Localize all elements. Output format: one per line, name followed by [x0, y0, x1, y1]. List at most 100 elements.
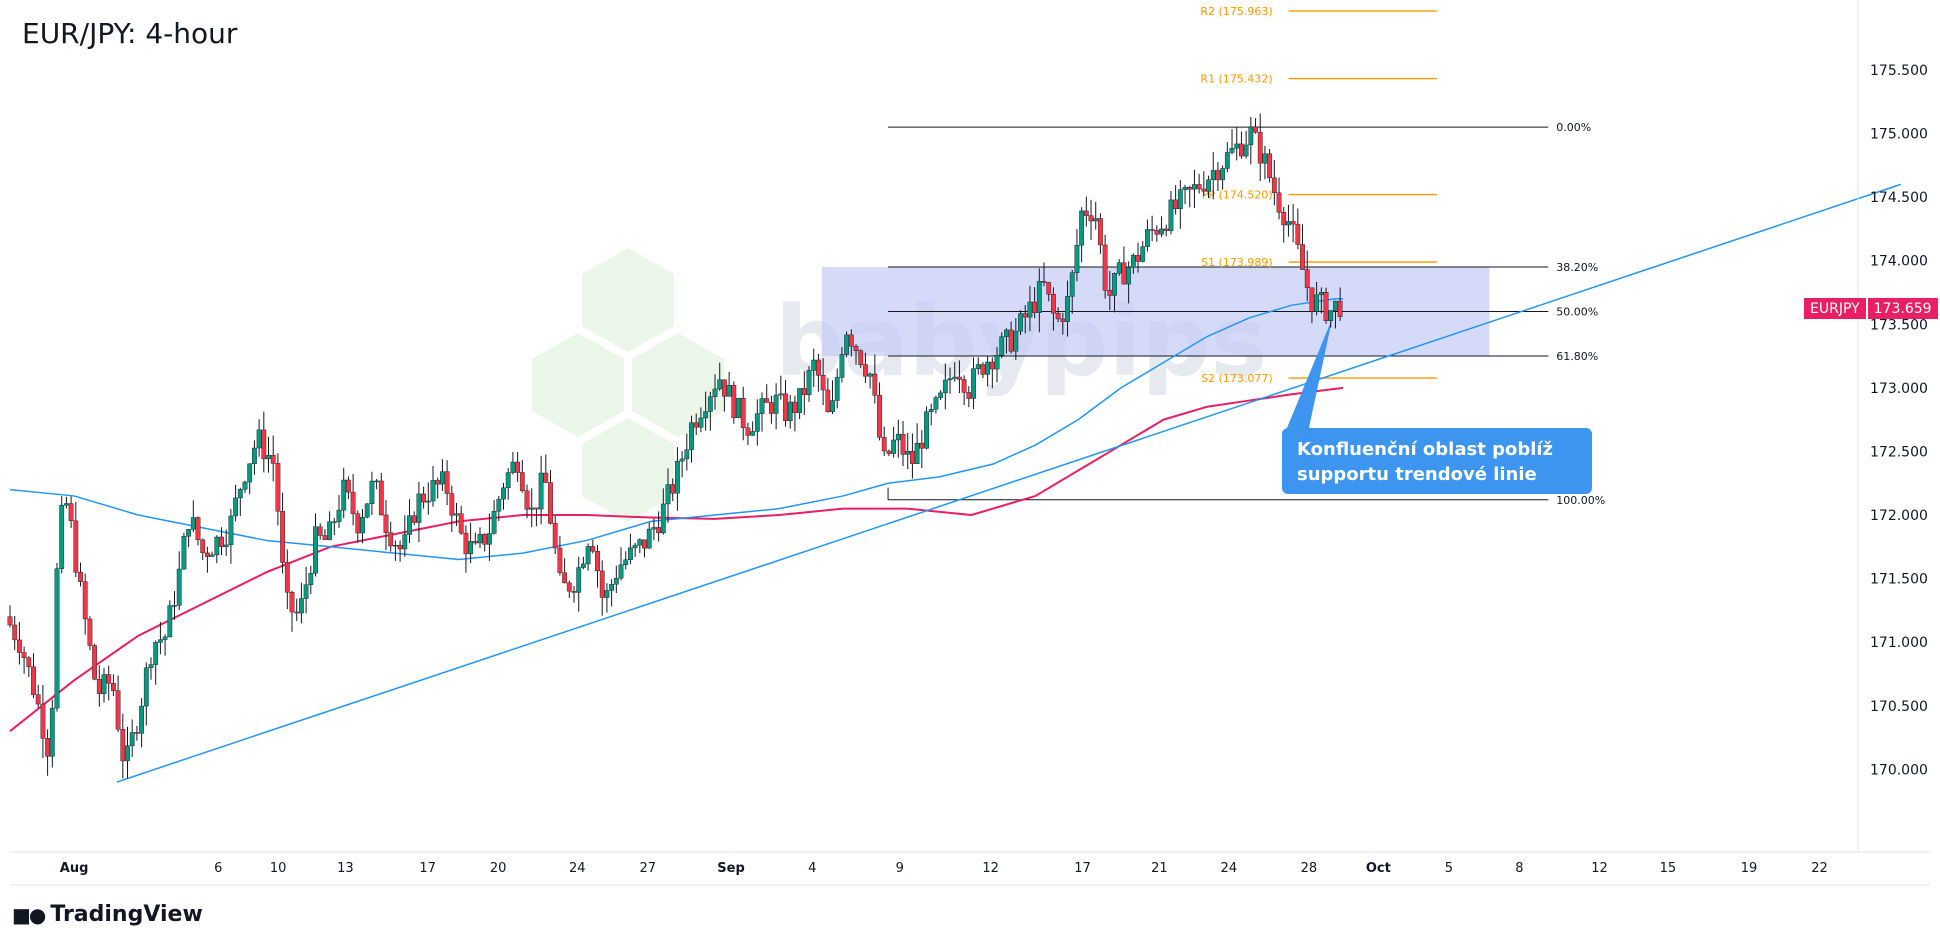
pivot-label: PP (174.520) — [1202, 189, 1273, 202]
candle-body — [877, 395, 882, 438]
candle-body — [341, 479, 347, 511]
candle-body — [416, 493, 422, 523]
candle-body — [101, 674, 107, 694]
candle-body — [68, 503, 74, 522]
candle-body — [1182, 186, 1188, 190]
candle-body — [1041, 281, 1047, 283]
x-tick-label: 10 — [270, 861, 287, 876]
pivot-label: S2 (173.077) — [1201, 372, 1273, 385]
axes: 170.000 170.500 171.000 171.500 172.000 172.5… — [10, 0, 1930, 886]
candle-body — [919, 442, 925, 449]
candle-body — [209, 554, 215, 557]
candle-body — [444, 471, 450, 494]
candle-body — [834, 377, 840, 401]
candle-body — [40, 703, 46, 739]
candle-body — [143, 667, 149, 707]
candle-body — [313, 526, 318, 574]
candle-body — [186, 529, 192, 537]
watermark-hex-icon — [532, 333, 624, 437]
candle-body — [1079, 210, 1085, 246]
candle-body — [496, 498, 502, 512]
candle-body — [266, 455, 271, 460]
candle-body — [562, 572, 568, 584]
candle-body — [1271, 177, 1277, 194]
pivot-label: S1 (173.989) — [1201, 256, 1273, 269]
y-tick-label: 173.500 — [1870, 317, 1928, 333]
candle-body — [872, 373, 878, 396]
x-tick-label: 17 — [1074, 861, 1091, 876]
current-price-label: 173.659 — [1867, 298, 1938, 319]
candle-body — [1323, 292, 1329, 321]
candle-body — [1107, 290, 1113, 296]
candle-body — [1229, 147, 1235, 153]
candle-body — [49, 707, 55, 757]
fib-level-label: 61.80% — [1556, 350, 1598, 363]
candle-body — [1257, 132, 1263, 164]
candle-body — [472, 541, 478, 544]
candle-body — [1300, 244, 1305, 270]
candle-body — [256, 429, 262, 449]
candle-body — [303, 584, 309, 599]
candle-body — [632, 544, 638, 549]
candle-body — [1201, 188, 1207, 192]
candle-body — [844, 334, 850, 355]
candle-body — [933, 397, 939, 410]
candle-body — [322, 535, 328, 540]
candle-body — [745, 427, 751, 436]
candle-body — [1286, 221, 1291, 226]
candle-body — [1013, 330, 1019, 352]
candle-body — [571, 590, 577, 593]
pivot-label: R1 (175.432) — [1200, 73, 1272, 86]
candle-body — [689, 422, 694, 450]
candle-body — [1177, 189, 1183, 210]
candle-body — [529, 507, 535, 510]
candle-body — [242, 481, 248, 490]
candle-body — [421, 493, 427, 503]
x-tick-label: 6 — [214, 861, 222, 876]
candle-body — [430, 480, 436, 502]
candle-body — [1281, 212, 1287, 226]
candle-body — [566, 582, 572, 592]
candle-body — [167, 605, 173, 638]
candle-body — [924, 411, 929, 449]
candle-body — [740, 398, 746, 429]
ma-short-line — [9, 298, 1344, 561]
candle-body — [1069, 272, 1075, 297]
tradingview-brand[interactable]: ■● TradingView — [12, 902, 203, 927]
candle-body — [1036, 281, 1042, 313]
candle-body — [463, 532, 469, 555]
candle-body — [863, 364, 868, 377]
candle-body — [905, 451, 911, 455]
candle-body — [816, 359, 821, 376]
candle-body — [712, 388, 718, 397]
candle-body — [534, 507, 539, 510]
candle-body — [252, 447, 257, 465]
candle-body — [378, 480, 384, 516]
candle-body — [1102, 244, 1108, 291]
candle-body — [994, 354, 1000, 370]
candle-body — [82, 581, 88, 620]
candle-body — [1173, 199, 1179, 210]
candle-body — [971, 368, 976, 399]
candle-body — [942, 379, 948, 394]
candle-body — [914, 442, 920, 464]
candle-body — [1309, 287, 1315, 312]
candle-body — [519, 472, 525, 491]
candle-body — [1140, 246, 1146, 262]
candlesticks — [7, 113, 1343, 779]
candle-body — [1224, 152, 1230, 169]
candle-body — [646, 528, 652, 549]
x-tick-label: 27 — [639, 861, 656, 876]
candle-body — [289, 592, 295, 613]
y-tick-label: 174.000 — [1870, 254, 1928, 270]
candle-body — [665, 484, 671, 505]
candle-body — [120, 729, 126, 762]
x-tick-label: 4 — [808, 861, 816, 876]
candle-body — [407, 515, 412, 535]
candle-body — [722, 379, 727, 397]
candle-body — [237, 489, 243, 499]
x-tick-label: 12 — [982, 861, 999, 876]
candle-body — [1163, 228, 1169, 231]
candle-body — [1220, 168, 1226, 181]
